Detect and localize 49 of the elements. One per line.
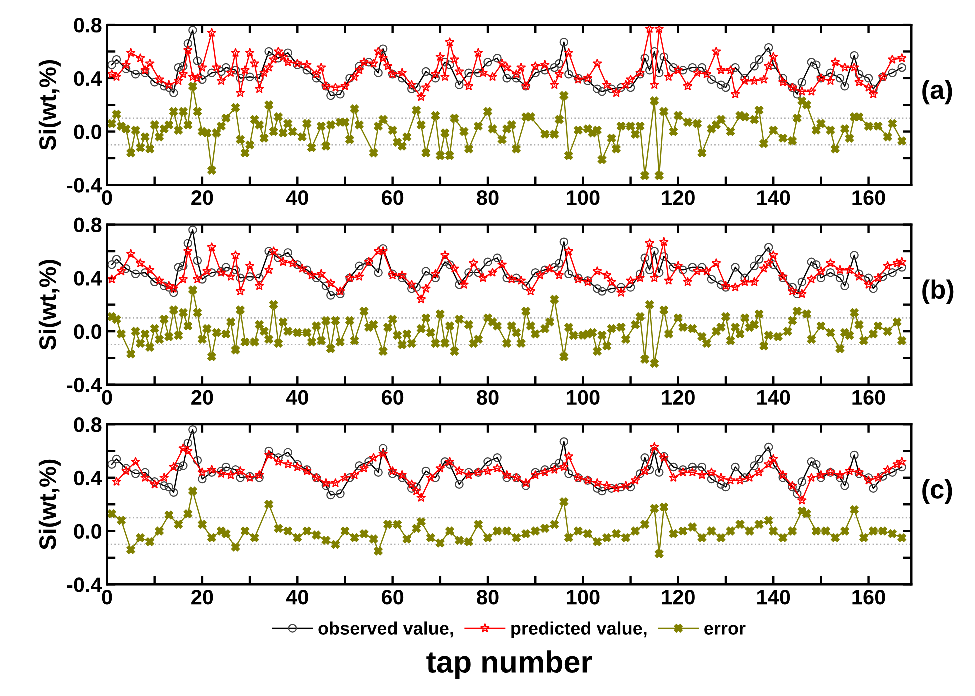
x-tick-label: 140 — [758, 390, 790, 406]
x-tick-label: 100 — [567, 590, 600, 605]
x-tick-label: 60 — [382, 390, 404, 406]
x-tick-label: 160 — [852, 590, 886, 605]
y-tick-label: 0.8 — [74, 418, 102, 432]
x-tick-label: 120 — [662, 390, 695, 406]
y-axis-title: Si(wt,%) — [38, 460, 61, 550]
y-tick-label: 0.4 — [74, 271, 102, 286]
y-tick-label: -0.4 — [67, 178, 102, 193]
y-tick-label: -0.4 — [67, 378, 102, 393]
x-axis-title: tap number — [426, 650, 592, 680]
y-tick-label: 0.0 — [74, 324, 102, 340]
legend-label: observed value, — [318, 622, 454, 638]
text: (a) — [922, 80, 952, 105]
x-tick-label: 100 — [567, 190, 600, 206]
y-tick-label: 0.0 — [74, 124, 102, 140]
y-tick-label: 0.4 — [74, 470, 102, 486]
x-tick-label: 40 — [286, 590, 308, 605]
x-tick-label: 20 — [192, 190, 214, 206]
x-tick-label: 160 — [852, 190, 886, 206]
x-tick-label: 60 — [382, 190, 404, 206]
x-tick-label: 140 — [758, 190, 790, 206]
y-tick-label: 0.0 — [74, 524, 102, 540]
y-tick-label: -0.4 — [67, 578, 102, 592]
x-tick-label: 120 — [662, 190, 695, 206]
x-tick-label: 140 — [758, 590, 790, 605]
x-tick-label: 160 — [852, 390, 886, 406]
x-tick-label: 20 — [192, 390, 214, 406]
x-tick-label: 20 — [192, 590, 214, 605]
y-axis-title: Si(wt,%) — [38, 260, 61, 350]
x-tick-label: 80 — [477, 590, 499, 605]
x-tick-label: 40 — [286, 190, 308, 206]
x-tick-label: 100 — [567, 390, 600, 406]
text: (b) — [922, 280, 954, 304]
x-tick-label: 80 — [477, 390, 499, 406]
x-tick-label: 0 — [102, 190, 112, 206]
x-tick-label: 120 — [662, 590, 695, 605]
legend-label: predicted value, — [512, 622, 647, 639]
x-tick-label: 80 — [477, 190, 499, 206]
y-axis-title: Si(wt,%) — [38, 60, 61, 150]
x-tick-label: 40 — [286, 390, 308, 406]
x-tick-label: 0 — [102, 390, 112, 406]
y-tick-label: 0.8 — [74, 18, 102, 33]
legend-label: error — [704, 625, 746, 635]
y-tick-label: 0.8 — [74, 218, 102, 233]
x-tick-label: 60 — [382, 590, 404, 605]
x-tick-label: 0 — [102, 590, 112, 605]
y-tick-label: 0.4 — [74, 71, 102, 86]
text: (c) — [922, 479, 952, 504]
